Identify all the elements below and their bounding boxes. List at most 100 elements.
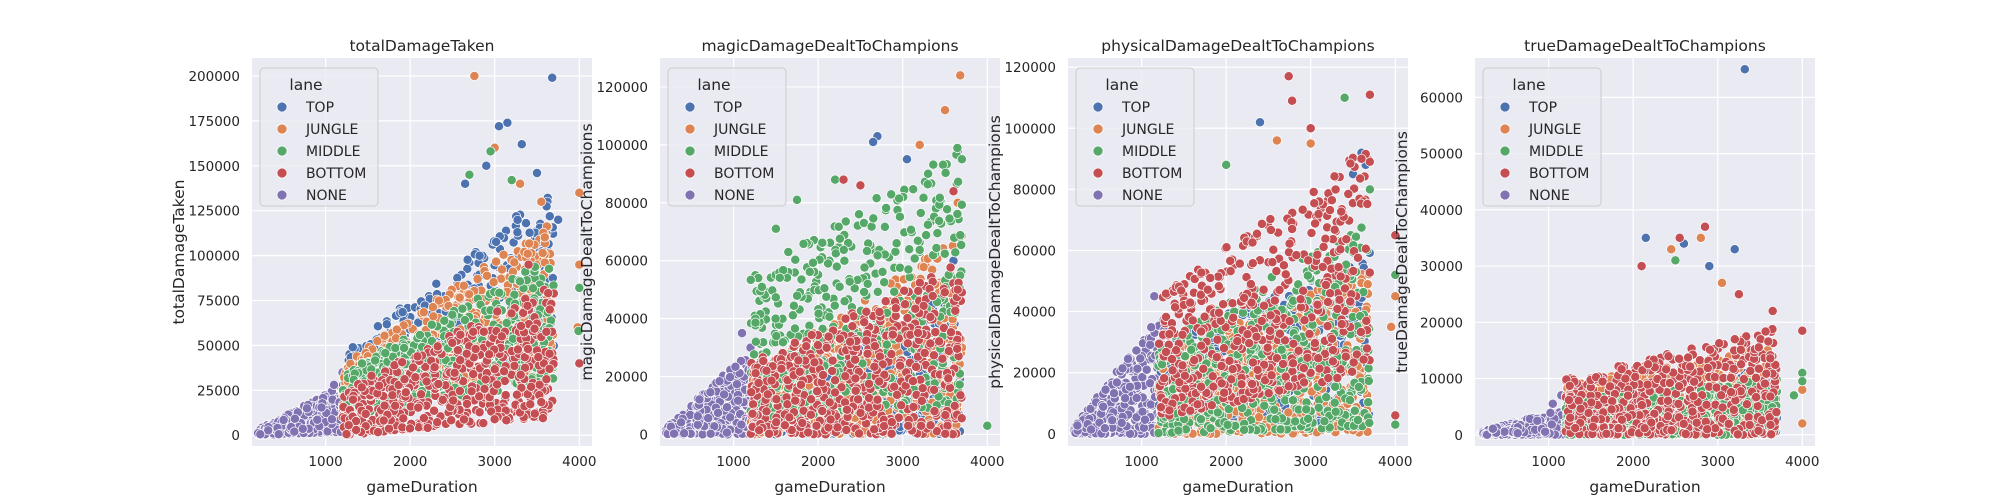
point-middle (859, 287, 870, 297)
point-middle (939, 248, 950, 259)
point-middle (877, 266, 888, 277)
point-middle (515, 276, 525, 287)
point-top (521, 218, 531, 229)
point-bottom (384, 423, 394, 434)
point-bottom (818, 370, 829, 380)
point-none (737, 328, 747, 339)
y-tick-label: 100000 (188, 249, 240, 265)
point-bottom (520, 362, 531, 373)
point-jungle (488, 277, 499, 288)
y-tick-label: 150000 (188, 159, 240, 175)
x-tick-label: 3000 (478, 454, 512, 470)
point-bottom (899, 285, 910, 296)
point-middle (459, 315, 470, 326)
point-bottom (842, 404, 852, 415)
point-middle (831, 261, 842, 272)
point-bottom (956, 413, 967, 424)
point-jungle (433, 295, 444, 306)
point-bottom (480, 374, 491, 385)
point-bottom (522, 300, 533, 311)
point-top (547, 72, 558, 83)
point-jungle (524, 238, 535, 249)
chart-panel-1: 1000 2000 3000 4000025000500007500010000012… (170, 37, 596, 496)
point-middle (908, 184, 919, 195)
point-jungle (428, 311, 439, 322)
point-bottom (832, 422, 843, 433)
legend-marker-none (276, 189, 288, 201)
point-bottom (393, 380, 404, 390)
point-middle (912, 235, 923, 246)
point-none (255, 429, 266, 440)
point-bottom (895, 360, 906, 371)
point-middle (808, 257, 818, 268)
point-jungle (498, 249, 509, 260)
point-bottom (366, 370, 377, 381)
point-none (730, 361, 741, 372)
point-bottom (747, 408, 758, 419)
point-middle (750, 317, 761, 328)
point-bottom (890, 303, 901, 314)
legend-marker-jungle (276, 123, 288, 135)
point-bottom (955, 390, 966, 401)
point-bottom (462, 398, 472, 409)
point-bottom (914, 277, 925, 288)
point-none (703, 413, 714, 424)
point-top (502, 117, 513, 128)
point-middle (940, 167, 951, 178)
point-middle (833, 221, 844, 232)
point-middle (796, 274, 807, 285)
point-top (532, 168, 542, 178)
y-tick-label: 0 (231, 428, 240, 444)
point-bottom (410, 372, 421, 383)
point-bottom (399, 374, 410, 385)
point-middle (819, 283, 830, 294)
x-tick-label: 2000 (393, 454, 427, 470)
y-tick-label: 175000 (188, 114, 240, 130)
point-bottom (927, 291, 938, 301)
point-bottom (863, 402, 874, 413)
point-bottom (803, 427, 814, 438)
point-bottom (374, 380, 385, 391)
point-middle (829, 300, 840, 311)
point-middle (894, 211, 905, 222)
x-axis-label: gameDuration (774, 478, 885, 496)
point-middle (774, 272, 785, 283)
point-bottom (950, 305, 961, 316)
point-none (705, 428, 716, 439)
point-bottom (758, 356, 769, 366)
point-bottom (387, 390, 398, 401)
point-bottom (928, 350, 939, 361)
point-bottom (870, 341, 880, 352)
legend-label-top: TOP (305, 100, 334, 116)
point-bottom (413, 402, 424, 413)
point-bottom (925, 338, 936, 349)
point-bottom (496, 331, 507, 342)
point-bottom (544, 363, 555, 374)
point-bottom (896, 400, 907, 411)
point-bottom (452, 345, 463, 356)
point-top (508, 237, 519, 248)
point-bottom (793, 355, 804, 366)
point-bottom (466, 386, 477, 397)
point-bottom (864, 378, 874, 389)
point-bottom (824, 397, 835, 408)
point-bottom (817, 406, 828, 416)
y-axis-label: totalDamageTaken (170, 179, 188, 324)
point-bottom (771, 417, 782, 428)
point-none (719, 389, 730, 400)
point-bottom (850, 373, 861, 384)
point-jungle (418, 307, 429, 318)
point-bottom (501, 415, 512, 426)
point-bottom (761, 406, 772, 417)
point-bottom (874, 376, 885, 387)
point-bottom (478, 326, 489, 337)
point-bottom (809, 357, 820, 368)
point-bottom (900, 299, 911, 310)
point-bottom (916, 395, 927, 406)
point-middle (890, 246, 901, 257)
point-bottom (762, 389, 773, 400)
x-tick-label: 4000 (562, 454, 596, 470)
y-tick-label: 120000 (596, 80, 648, 96)
point-bottom (945, 382, 955, 393)
point-middle (745, 274, 756, 285)
